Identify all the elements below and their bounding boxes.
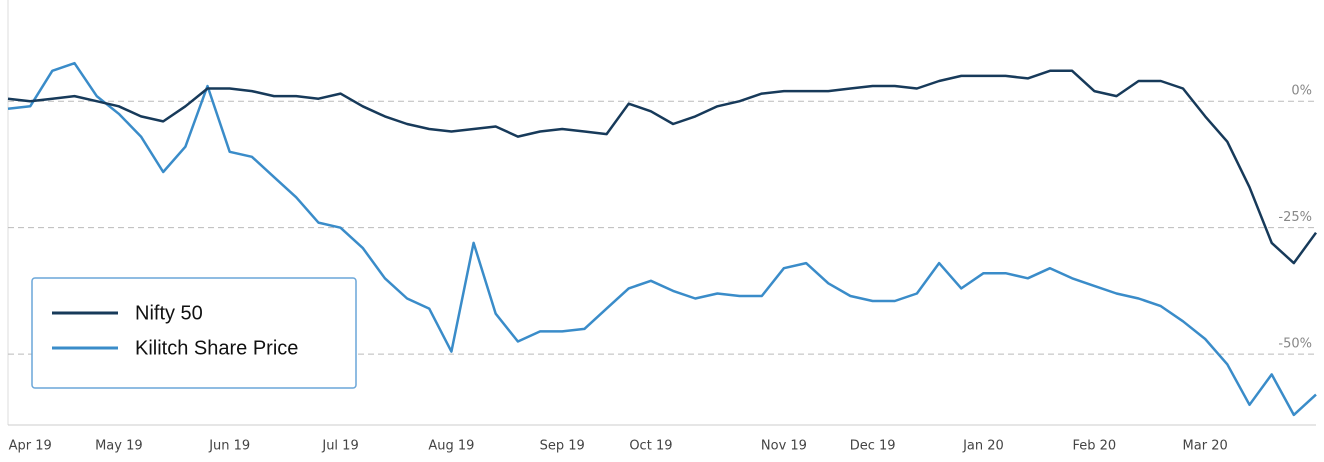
legend-box xyxy=(31,277,357,389)
x-tick-label: Jun 19 xyxy=(208,439,250,454)
x-tick-label: Dec 19 xyxy=(850,439,896,454)
x-tick-label: Apr 19 xyxy=(9,439,52,454)
x-tick-label: May 19 xyxy=(95,439,143,454)
x-tick-label: Oct 19 xyxy=(629,439,672,454)
x-tick-label: Mar 20 xyxy=(1183,439,1228,454)
legend: Nifty 50 Kilitch Share Price xyxy=(31,277,357,389)
legend-label: Kilitch Share Price xyxy=(135,337,298,359)
y-tick-label: -25% xyxy=(1278,210,1312,225)
x-tick-label: Nov 19 xyxy=(761,439,807,454)
x-tick-label: Feb 20 xyxy=(1072,439,1116,454)
x-tick-label: Sep 19 xyxy=(540,439,585,454)
x-tick-label: Jul 19 xyxy=(321,439,358,454)
series-line xyxy=(7,61,1317,417)
x-tick-label: Aug 19 xyxy=(428,439,474,454)
legend-label: Nifty 50 xyxy=(135,302,203,324)
plot: 0% -25% -50% Apr 19 May 19 Jun 19 Jul 19 Aug 19… xyxy=(7,0,1318,454)
y-tick-label: -50% xyxy=(1278,337,1312,352)
y-tick-label: 0% xyxy=(1291,84,1312,99)
series-line xyxy=(7,69,1318,265)
x-tick-label: Jan 20 xyxy=(962,439,1004,454)
